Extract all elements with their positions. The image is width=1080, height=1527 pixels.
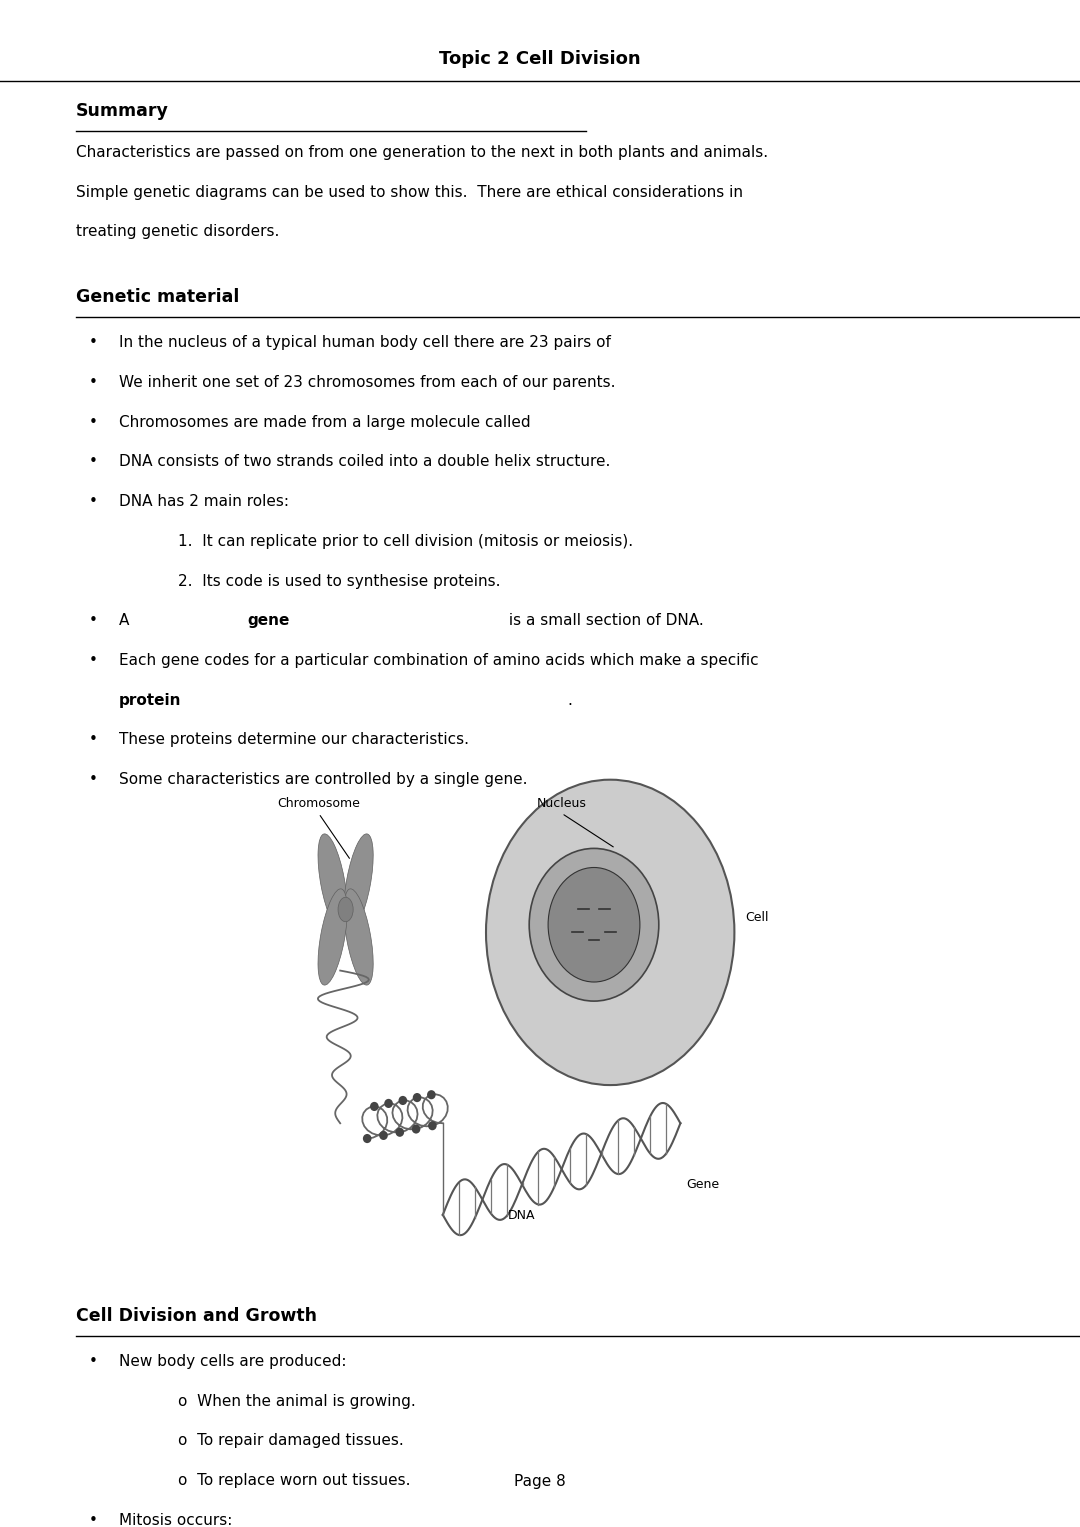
Text: o  When the animal is growing.: o When the animal is growing. [178, 1394, 416, 1408]
Ellipse shape [529, 849, 659, 1002]
Text: •: • [89, 336, 97, 350]
Ellipse shape [343, 834, 374, 930]
Ellipse shape [363, 1135, 372, 1144]
Text: These proteins determine our characteristics.: These proteins determine our characteris… [119, 733, 469, 747]
Text: New body cells are produced:: New body cells are produced: [119, 1354, 347, 1368]
Text: •: • [89, 654, 97, 667]
Text: •: • [89, 1513, 97, 1527]
Ellipse shape [343, 889, 374, 985]
Text: Simple genetic diagrams can be used to show this.  There are ethical considerati: Simple genetic diagrams can be used to s… [76, 185, 743, 200]
Text: Topic 2 Cell Division: Topic 2 Cell Division [440, 50, 640, 69]
Ellipse shape [411, 1124, 420, 1133]
Text: Cell Division and Growth: Cell Division and Growth [76, 1307, 316, 1324]
Ellipse shape [318, 889, 348, 985]
Text: o  To repair damaged tissues.: o To repair damaged tissues. [178, 1434, 404, 1448]
Text: DNA has 2 main roles:: DNA has 2 main roles: [119, 495, 288, 508]
Text: Mitosis occurs:: Mitosis occurs: [119, 1513, 232, 1527]
Text: •: • [89, 614, 97, 628]
Text: Nucleus: Nucleus [537, 797, 586, 811]
Ellipse shape [395, 1127, 404, 1136]
Text: DNA: DNA [508, 1209, 535, 1222]
Ellipse shape [379, 1132, 388, 1141]
Text: treating genetic disorders.: treating genetic disorders. [76, 224, 279, 240]
Text: is a small section of DNA.: is a small section of DNA. [503, 614, 703, 628]
Text: Some characteristics are controlled by a single gene.: Some characteristics are controlled by a… [119, 773, 527, 786]
Ellipse shape [428, 1121, 436, 1130]
Text: Chromosomes are made from a large molecule called: Chromosomes are made from a large molecu… [119, 415, 536, 429]
Text: DNA consists of two strands coiled into a double helix structure.: DNA consists of two strands coiled into … [119, 455, 610, 469]
Ellipse shape [486, 780, 734, 1086]
Text: Gene: Gene [686, 1177, 719, 1191]
Text: •: • [89, 1354, 97, 1368]
Text: A: A [119, 614, 134, 628]
Text: Chromosome: Chromosome [278, 797, 360, 811]
Text: In the nucleus of a typical human body cell there are 23 pairs of: In the nucleus of a typical human body c… [119, 336, 616, 350]
Text: Each gene codes for a particular combination of amino acids which make a specifi: Each gene codes for a particular combina… [119, 654, 758, 667]
Text: 2.  Its code is used to synthesise proteins.: 2. Its code is used to synthesise protei… [178, 574, 501, 588]
Ellipse shape [399, 1096, 407, 1106]
Text: 1.  It can replicate prior to cell division (mitosis or meiosis).: 1. It can replicate prior to cell divisi… [178, 534, 633, 548]
Text: protein: protein [119, 693, 181, 707]
Text: •: • [89, 495, 97, 508]
Text: Summary: Summary [76, 102, 168, 121]
Text: •: • [89, 415, 97, 429]
Ellipse shape [427, 1090, 435, 1099]
Text: o  To replace worn out tissues.: o To replace worn out tissues. [178, 1474, 410, 1487]
Text: .: . [568, 693, 572, 707]
Text: We inherit one set of 23 chromosomes from each of our parents.: We inherit one set of 23 chromosomes fro… [119, 376, 616, 389]
Ellipse shape [413, 1093, 421, 1102]
Text: •: • [89, 455, 97, 469]
Ellipse shape [548, 867, 639, 982]
Text: Genetic material: Genetic material [76, 289, 239, 305]
Text: Page 8: Page 8 [514, 1474, 566, 1489]
Ellipse shape [384, 1099, 393, 1109]
Text: •: • [89, 376, 97, 389]
Text: Cell: Cell [745, 910, 769, 924]
Ellipse shape [318, 834, 348, 930]
Text: •: • [89, 733, 97, 747]
Text: Characteristics are passed on from one generation to the next in both plants and: Characteristics are passed on from one g… [76, 145, 768, 160]
Text: gene: gene [247, 614, 289, 628]
Ellipse shape [338, 898, 353, 922]
Ellipse shape [370, 1102, 379, 1112]
Text: •: • [89, 773, 97, 786]
